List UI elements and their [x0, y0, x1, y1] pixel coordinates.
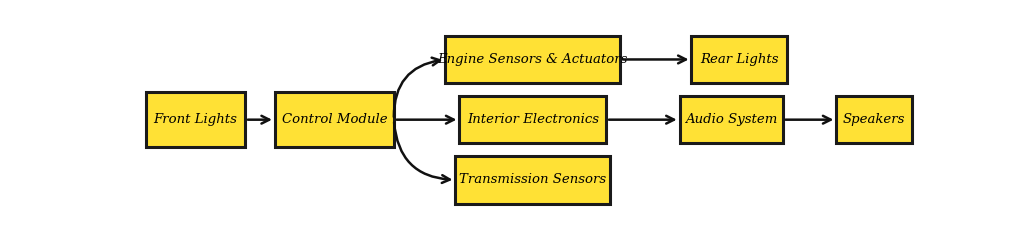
FancyBboxPatch shape	[460, 96, 606, 143]
FancyBboxPatch shape	[680, 96, 782, 143]
Text: Transmission Sensors: Transmission Sensors	[459, 173, 606, 187]
Text: Engine Sensors & Actuators: Engine Sensors & Actuators	[437, 53, 628, 66]
Text: Front Lights: Front Lights	[154, 113, 238, 126]
FancyBboxPatch shape	[274, 92, 394, 147]
Text: Rear Lights: Rear Lights	[699, 53, 778, 66]
Text: Interior Electronics: Interior Electronics	[467, 113, 599, 126]
FancyBboxPatch shape	[445, 36, 620, 83]
Text: Audio System: Audio System	[685, 113, 777, 126]
FancyBboxPatch shape	[456, 156, 610, 204]
Text: Control Module: Control Module	[282, 113, 387, 126]
FancyBboxPatch shape	[145, 92, 245, 147]
FancyBboxPatch shape	[837, 96, 911, 143]
FancyBboxPatch shape	[691, 36, 786, 83]
Text: Speakers: Speakers	[843, 113, 905, 126]
